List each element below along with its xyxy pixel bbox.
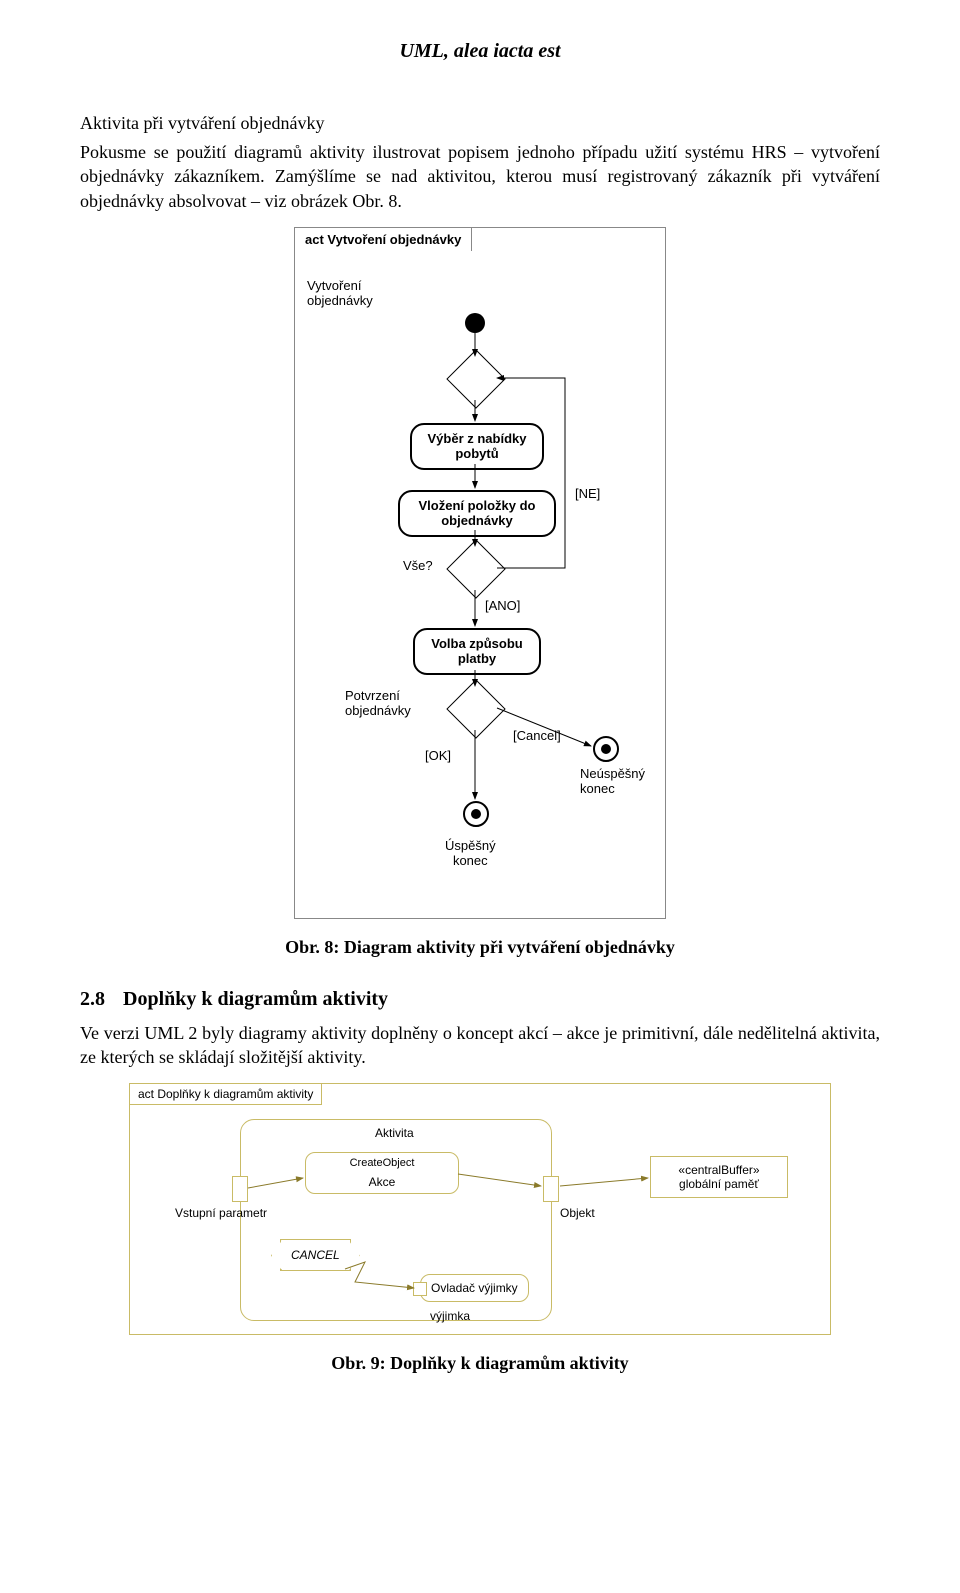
activity-diagram-addons: act Doplňky k diagramům aktivity Aktivit… <box>129 1083 831 1335</box>
exception-handler-pin <box>413 1282 427 1296</box>
label-success-end: Úspěšný konec <box>445 838 496 868</box>
caption-figure-8: Obr. 8: Diagram aktivity při vytváření o… <box>80 937 880 958</box>
exception-handler: Ovladač výjimky <box>420 1274 529 1302</box>
label-buffer-stereotype: «centralBuffer» <box>659 1163 779 1177</box>
action-select-offer: Výběr z nabídky pobytů <box>410 423 544 470</box>
action-payment-method: Volba způsobu platby <box>413 628 541 675</box>
label-input-param: Vstupní parametr <box>175 1206 267 1220</box>
label-vyjimka: výjimka <box>430 1309 470 1323</box>
activity-diagram-order: act Vytvoření objednávky Vytvoření objed… <box>294 227 666 919</box>
section1-subheading: Aktivita při vytváření objednávky <box>80 113 880 134</box>
caption-figure-9: Obr. 9: Doplňky k diagramům aktivity <box>80 1353 880 1374</box>
section2-body: Ve verzi UML 2 byly diagramy aktivity do… <box>80 1021 880 1070</box>
signal-cancel: CANCEL <box>280 1239 351 1271</box>
label-confirm: Potvrzení objednávky <box>345 688 411 718</box>
guard-ano: [ANO] <box>485 598 520 613</box>
input-parameter-pin <box>232 1176 248 1202</box>
central-buffer: «centralBuffer» globální paměť <box>650 1156 788 1198</box>
label-vse: Vše? <box>403 558 433 573</box>
action-box: CreateObject Akce <box>305 1152 459 1194</box>
label-fail-end: Neúspěšný konec <box>580 766 645 796</box>
guard-ne: [NE] <box>575 486 600 501</box>
section2-number: 2.8 <box>80 988 105 1011</box>
decision-node-2 <box>446 539 505 598</box>
output-pin <box>543 1176 559 1202</box>
final-node-fail <box>593 736 619 762</box>
label-akce: Akce <box>312 1175 452 1189</box>
section1-body: Pokusme se použití diagramů aktivity ilu… <box>80 140 880 213</box>
label-objekt: Objekt <box>560 1206 595 1220</box>
decision-node-1 <box>446 349 505 408</box>
diagram1-frame-tab: act Vytvoření objednávky <box>294 227 472 251</box>
page-header: UML, alea iacta est <box>80 40 880 63</box>
section2-heading: 2.8 Doplňky k diagramům aktivity <box>80 988 880 1011</box>
final-node-success <box>463 801 489 827</box>
label-aktivita: Aktivita <box>375 1126 414 1140</box>
label-createobject: CreateObject <box>312 1157 452 1169</box>
diagram2-frame-tab: act Doplňky k diagramům aktivity <box>129 1083 322 1105</box>
label-buffer-name: globální paměť <box>659 1177 779 1191</box>
action-insert-item: Vložení položky do objednávky <box>398 490 556 537</box>
section2-title: Doplňky k diagramům aktivity <box>123 988 388 1010</box>
label-initial: Vytvoření objednávky <box>307 278 373 308</box>
decision-node-3 <box>446 679 505 738</box>
initial-node <box>465 313 485 333</box>
guard-ok: [OK] <box>425 748 451 763</box>
guard-cancel: [Cancel] <box>513 728 561 743</box>
